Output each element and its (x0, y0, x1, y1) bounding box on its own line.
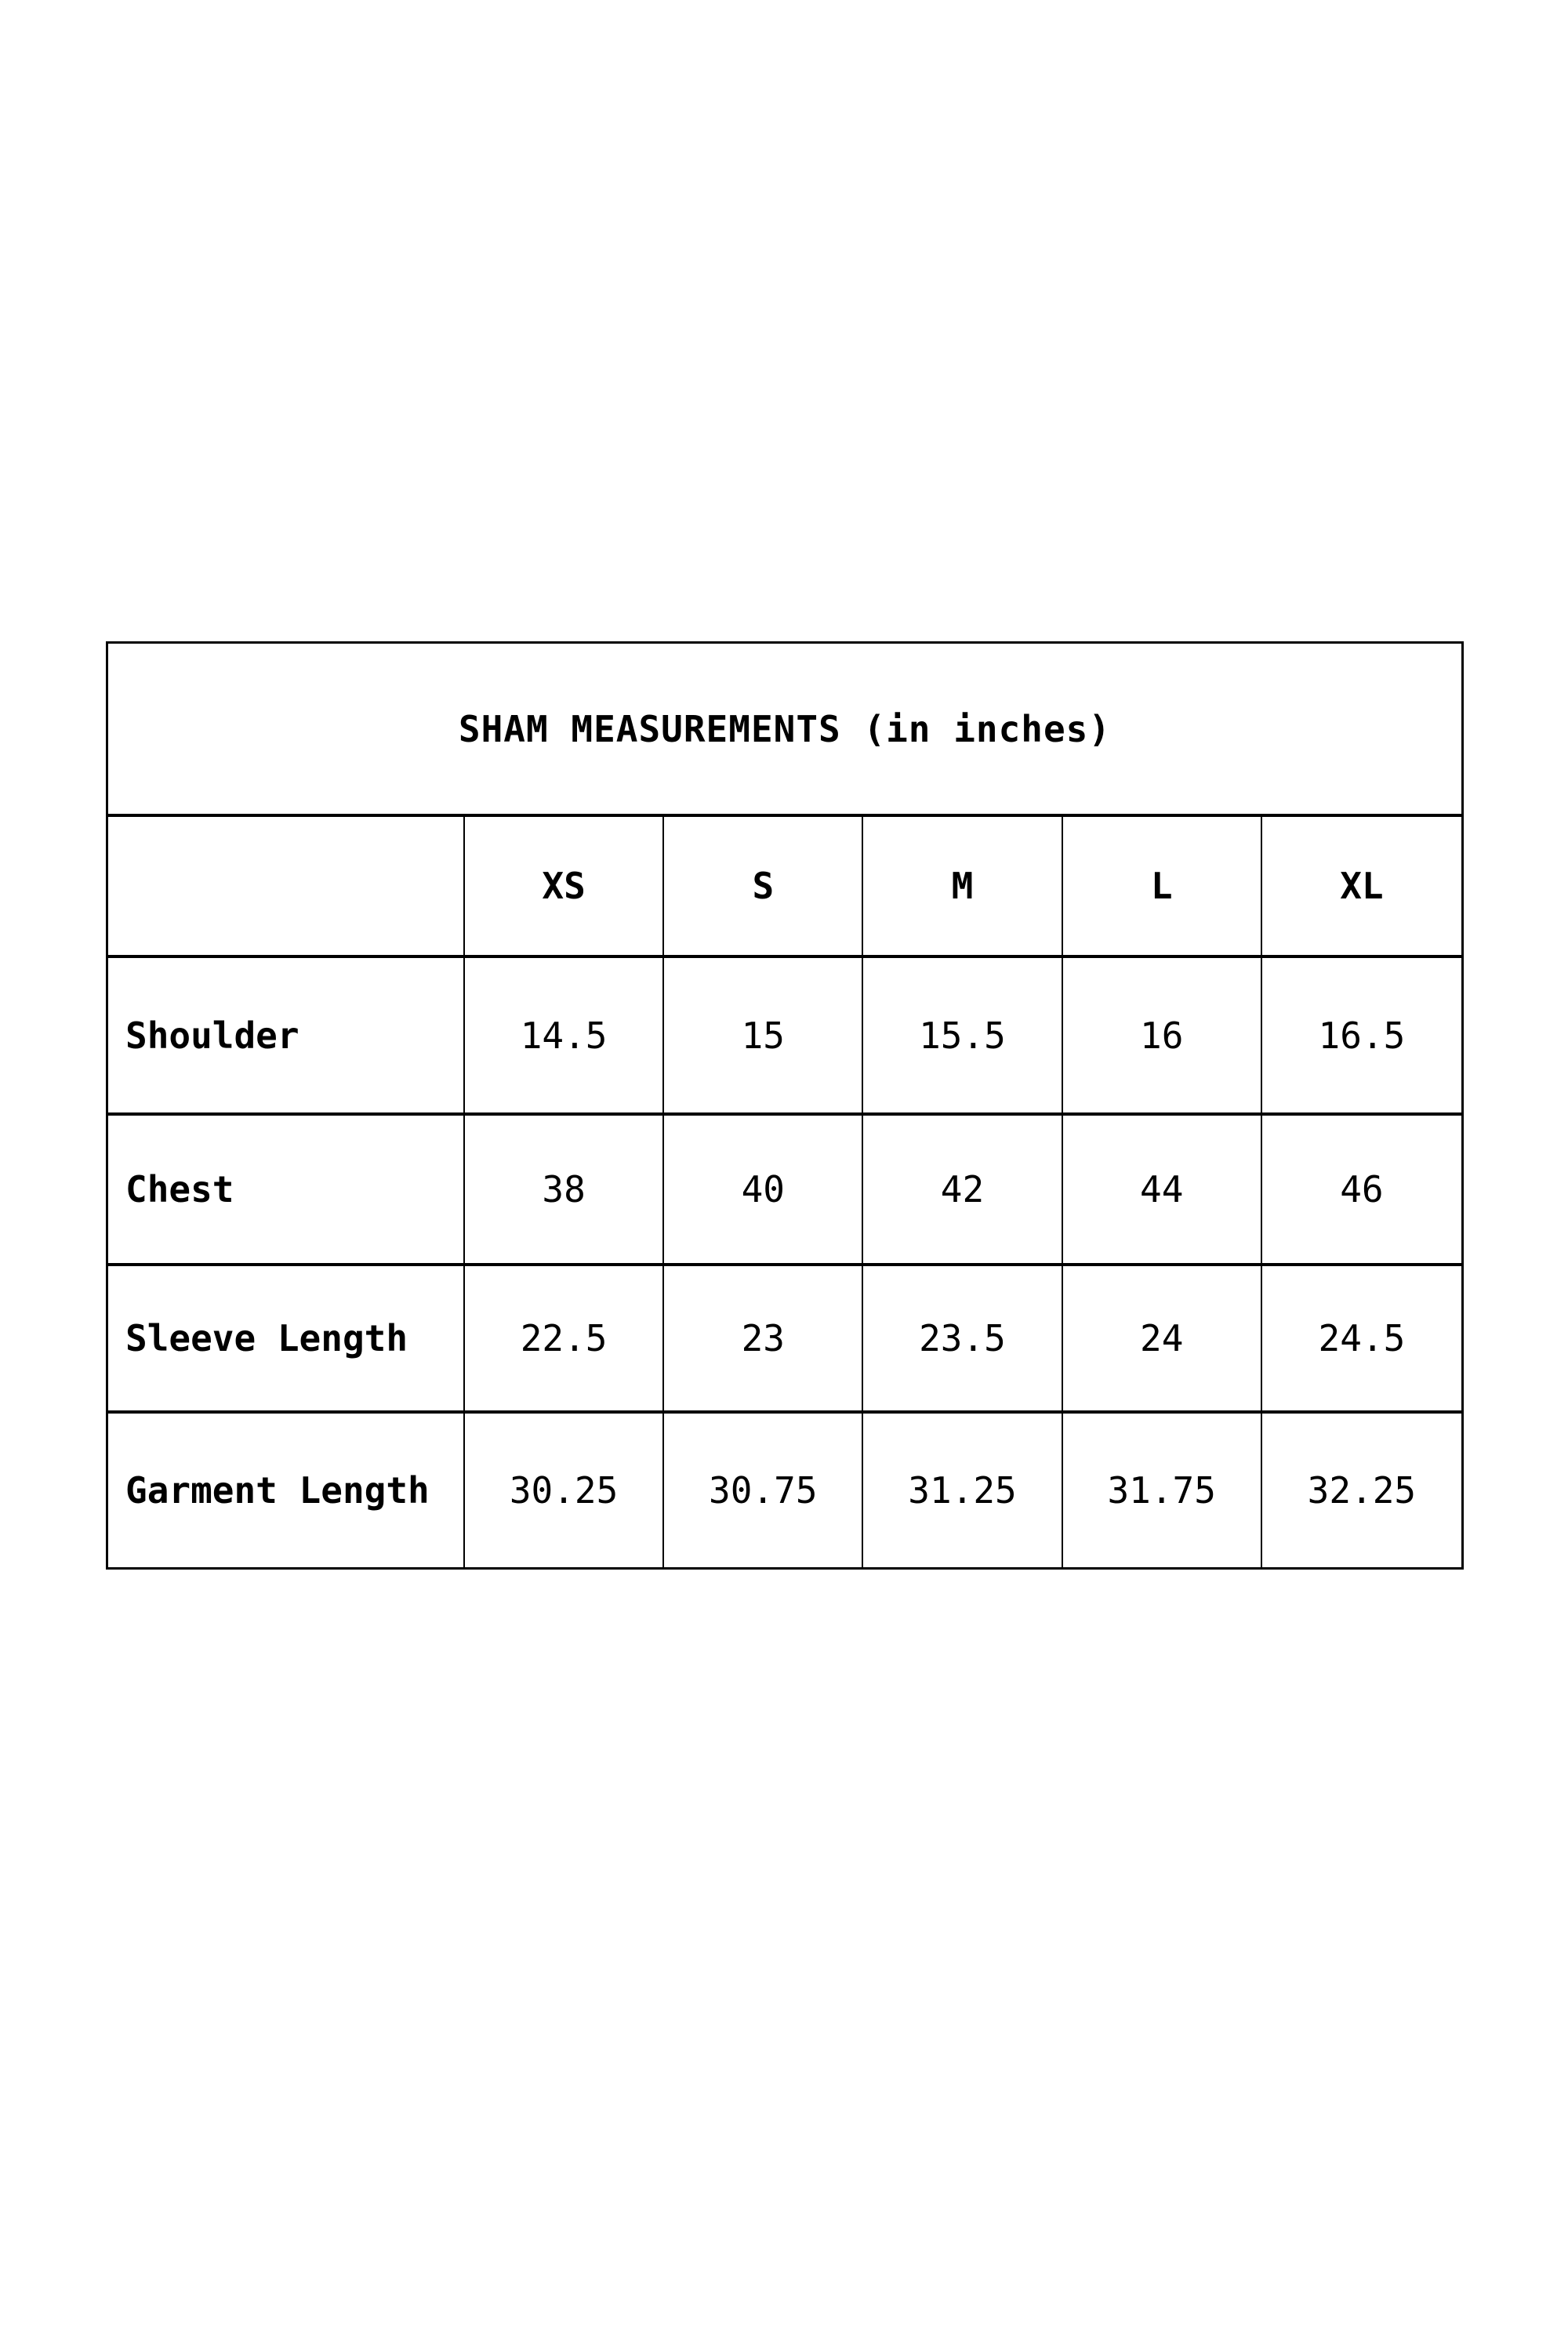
cell-sleeve-length-l: 24 (1062, 1266, 1262, 1414)
cell-shoulder-m: 15.5 (863, 958, 1063, 1116)
col-header-l: L (1062, 817, 1262, 958)
cell-shoulder-xs: 14.5 (465, 958, 665, 1116)
cell-chest-s: 40 (664, 1116, 864, 1266)
row-label-sleeve-length: Sleeve Length (108, 1266, 465, 1414)
cell-sleeve-length-xs: 22.5 (465, 1266, 665, 1414)
cell-sleeve-length-m: 23.5 (863, 1266, 1063, 1414)
col-header-m: M (863, 817, 1063, 958)
cell-garment-length-xs: 30.25 (465, 1414, 665, 1567)
cell-garment-length-xl: 32.25 (1307, 1469, 1417, 1512)
col-header-xs: XS (465, 817, 665, 958)
cell-garment-length-m: 31.25 (863, 1414, 1063, 1567)
cell-sleeve-length-s: 23 (664, 1266, 864, 1414)
corner-cell (108, 817, 465, 958)
col-header-s: S (664, 817, 864, 958)
col-header-xl: XL (1261, 817, 1461, 958)
cell-chest-l: 44 (1062, 1116, 1262, 1266)
size-chart-table: SHAM MEASUREMENTS (in inches) XS S M L X… (106, 641, 1464, 1570)
row-label-shoulder: Shoulder (108, 958, 465, 1116)
size-chart-title: SHAM MEASUREMENTS (in inches) (108, 644, 1461, 817)
cell-garment-length-s: 30.75 (664, 1414, 864, 1567)
cell-garment-length-l: 31.75 (1063, 1414, 1262, 1567)
cell-chest-xs: 38 (465, 1116, 665, 1266)
row-label-garment-length: Garment Length (108, 1414, 465, 1567)
cell-shoulder-l: 16 (1062, 958, 1262, 1116)
cell-shoulder-s: 15 (664, 958, 864, 1116)
cell-chest-xl: 46 (1261, 1116, 1461, 1266)
cell-chest-m: 42 (863, 1116, 1063, 1266)
cell-sleeve-length-xl: 24.5 (1261, 1266, 1461, 1414)
row-label-chest: Chest (108, 1116, 465, 1266)
cell-shoulder-xl: 16.5 (1261, 958, 1461, 1116)
